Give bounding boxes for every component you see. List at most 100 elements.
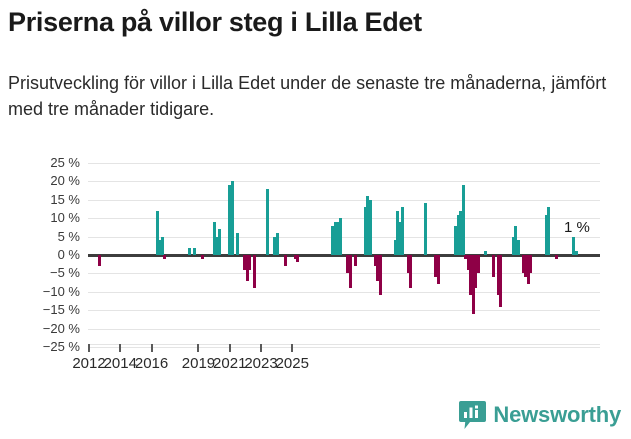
chart-bar bbox=[215, 236, 219, 255]
x-tick-mark bbox=[228, 344, 231, 352]
chart-bar bbox=[572, 236, 576, 255]
chart-bar bbox=[544, 214, 548, 255]
chart-x-axis: 2012 2014 2016 2019 2021 2023 2025 bbox=[0, 344, 631, 390]
chart-bar bbox=[406, 255, 410, 274]
y-tick-label: 25 % bbox=[50, 155, 80, 170]
chart-bar bbox=[331, 225, 335, 255]
y-tick-label: 5 % bbox=[57, 228, 80, 244]
y-tick-label: −5 % bbox=[50, 265, 80, 281]
chart-bar bbox=[265, 188, 269, 255]
x-tick-label: 2025 bbox=[275, 355, 309, 372]
chart-bar bbox=[158, 240, 162, 255]
gridline bbox=[88, 236, 600, 238]
newsworthy-logo[interactable]: Newsworthy bbox=[459, 399, 621, 431]
chart-bar bbox=[499, 255, 503, 307]
chart-bar bbox=[529, 255, 533, 274]
chart-plot-area: 25 % 20 % 15 % 10 % 5 % 0 % −5 % −10 % −15 % −20 … bbox=[0, 155, 631, 360]
chart-end-value-label: 1 % bbox=[564, 219, 590, 236]
chart-bar bbox=[376, 255, 380, 281]
x-axis-line bbox=[88, 344, 600, 345]
chart-bar bbox=[160, 236, 164, 255]
chart-bars bbox=[88, 155, 600, 355]
chart-bar bbox=[235, 232, 239, 255]
chart-bar bbox=[574, 251, 578, 255]
chart-bar bbox=[516, 240, 520, 255]
chart-bar bbox=[496, 255, 500, 296]
y-tick-label: 0 % bbox=[57, 247, 80, 262]
chart-bar bbox=[228, 185, 232, 255]
x-tick-label: 2012 bbox=[72, 355, 106, 372]
chart-bar bbox=[336, 221, 340, 255]
chart-bar bbox=[373, 255, 377, 267]
chart-bar bbox=[188, 247, 192, 255]
chart-bar bbox=[454, 225, 458, 255]
chart-bar bbox=[213, 221, 217, 255]
x-tick-label: 2014 bbox=[103, 355, 137, 372]
chart-bar bbox=[469, 255, 473, 296]
y-tick-label: −10 % bbox=[42, 283, 80, 299]
chart-bar bbox=[401, 207, 405, 255]
page-title: Priserna på villor steg i Lilla Edet bbox=[8, 7, 422, 37]
chart-bar bbox=[273, 236, 277, 255]
chart-bar bbox=[193, 247, 197, 255]
chart-bar bbox=[456, 214, 460, 255]
x-tick-mark bbox=[291, 344, 294, 352]
chart-bar bbox=[348, 255, 352, 289]
chart-bar bbox=[524, 255, 528, 278]
chart-bar bbox=[424, 203, 428, 255]
chart-bar bbox=[243, 255, 247, 270]
chart-bar bbox=[378, 255, 382, 296]
chart-bar bbox=[283, 255, 287, 267]
chart-bar bbox=[333, 221, 337, 255]
chart-bar bbox=[398, 221, 402, 255]
chart-bar bbox=[393, 240, 397, 255]
chart-bar bbox=[461, 185, 465, 255]
chart-bar bbox=[511, 236, 515, 255]
chart-bar bbox=[476, 255, 480, 274]
chart-bar bbox=[296, 255, 300, 263]
x-tick-mark bbox=[88, 344, 90, 352]
x-tick-mark bbox=[197, 344, 200, 352]
x-tick-mark bbox=[119, 344, 122, 352]
x-tick-label: 2023 bbox=[244, 355, 278, 372]
gridline bbox=[88, 199, 600, 201]
gridline bbox=[88, 181, 600, 183]
chart-bar bbox=[163, 255, 167, 259]
gridline bbox=[88, 163, 600, 164]
page-subtitle: Prisutveckling för villor i Lilla Edet u… bbox=[8, 73, 607, 120]
y-tick-label: 20 % bbox=[50, 173, 80, 189]
chart-bar bbox=[363, 207, 367, 255]
chart-bar bbox=[514, 225, 518, 255]
y-tick-label: 15 % bbox=[50, 191, 80, 207]
chart-bar bbox=[218, 229, 222, 255]
chart-bar bbox=[275, 232, 279, 255]
chart-bar bbox=[409, 255, 412, 289]
chart-bar bbox=[459, 210, 463, 255]
gridline bbox=[88, 291, 600, 293]
x-tick-label: 2019 bbox=[181, 355, 216, 372]
x-tick-mark bbox=[260, 344, 262, 352]
chart-bar bbox=[434, 255, 438, 278]
chart-bar bbox=[338, 218, 342, 255]
newsworthy-logo-text: Newsworthy bbox=[493, 402, 621, 427]
chart-bar bbox=[97, 255, 101, 267]
gridline bbox=[88, 273, 600, 275]
chart-bar bbox=[484, 251, 488, 255]
chart-bar bbox=[293, 255, 297, 259]
chart-bar bbox=[466, 255, 470, 270]
chart-bar bbox=[366, 196, 370, 255]
chart-bar bbox=[200, 255, 204, 259]
y-tick-label: −15 % bbox=[42, 302, 80, 318]
chart-bar bbox=[253, 255, 257, 289]
chart-bar bbox=[436, 255, 440, 285]
x-tick-label: 2016 bbox=[134, 355, 169, 372]
chart-bar bbox=[230, 181, 234, 255]
zero-line bbox=[88, 254, 600, 257]
chart-bar bbox=[471, 255, 475, 314]
chart-bar bbox=[396, 210, 400, 255]
y-tick-label: −25 % bbox=[42, 339, 80, 354]
gridline bbox=[88, 218, 600, 220]
x-tick-label: 2021 bbox=[213, 355, 247, 372]
chart-bar bbox=[346, 255, 350, 274]
chart-bar bbox=[155, 210, 159, 255]
